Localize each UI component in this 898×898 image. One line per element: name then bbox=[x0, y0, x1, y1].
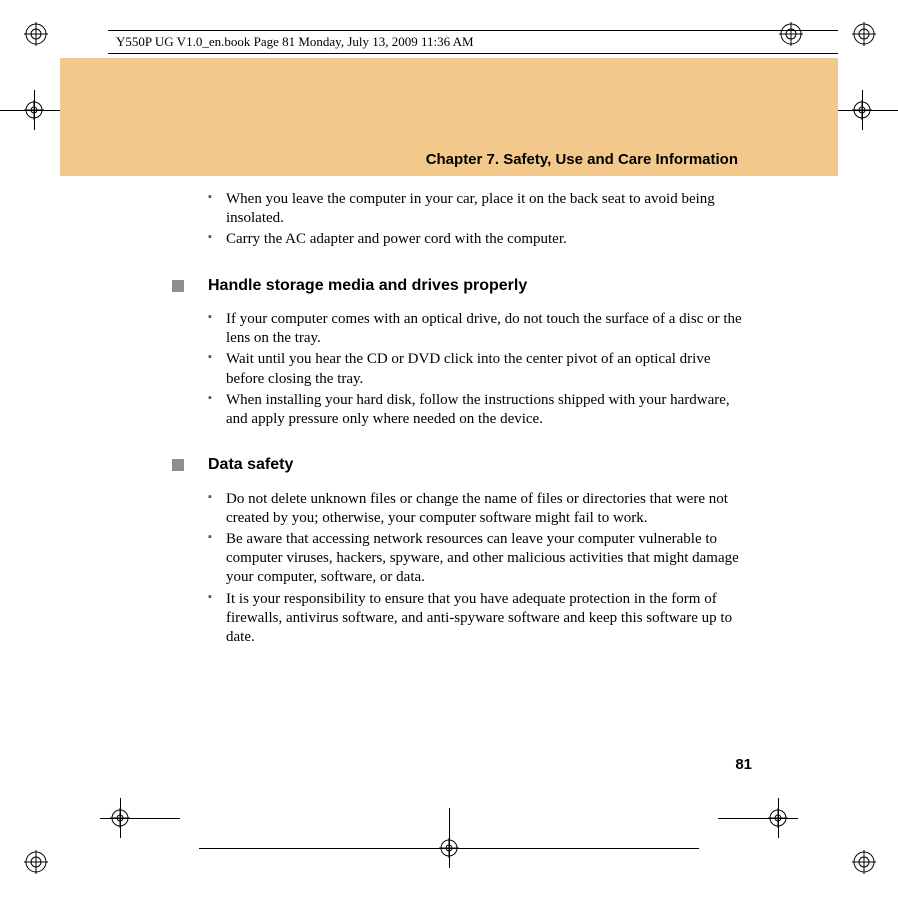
regmark-tl bbox=[24, 22, 48, 46]
section-header-row: Handle storage media and drives properly bbox=[208, 276, 742, 296]
list-item: It is your responsibility to ensure that… bbox=[208, 590, 742, 648]
list-item: If your computer comes with an optical d… bbox=[208, 310, 742, 348]
page-content: When you leave the computer in your car,… bbox=[208, 190, 742, 651]
cropmark-right-lower bbox=[718, 798, 798, 838]
list-item: Carry the AC adapter and power cord with… bbox=[208, 230, 742, 249]
section-marker-icon bbox=[172, 280, 184, 292]
chapter-band: Chapter 7. Safety, Use and Care Informat… bbox=[60, 58, 838, 176]
doc-meta-text: Y550P UG V1.0_en.book Page 81 Monday, Ju… bbox=[116, 34, 474, 50]
cropmark-bottom-center bbox=[199, 808, 699, 868]
list-item: When you leave the computer in your car,… bbox=[208, 190, 742, 228]
section-marker-icon bbox=[172, 459, 184, 471]
regmark-tr bbox=[852, 22, 876, 46]
cropmark-left-upper bbox=[0, 90, 60, 130]
section-heading: Handle storage media and drives properly bbox=[208, 276, 527, 296]
page-number: 81 bbox=[735, 756, 752, 773]
doc-meta-bar: Y550P UG V1.0_en.book Page 81 Monday, Ju… bbox=[108, 30, 838, 54]
section-bullet-list: Do not delete unknown files or change th… bbox=[208, 490, 742, 648]
regmark-br bbox=[852, 850, 876, 874]
chapter-title: Chapter 7. Safety, Use and Care Informat… bbox=[426, 151, 738, 168]
regmark-bl bbox=[24, 850, 48, 874]
cropmark-left-lower bbox=[100, 798, 180, 838]
list-item: When installing your hard disk, follow t… bbox=[208, 391, 742, 429]
section-heading: Data safety bbox=[208, 455, 293, 475]
section-bullet-list: If your computer comes with an optical d… bbox=[208, 310, 742, 429]
list-item: Be aware that accessing network resource… bbox=[208, 530, 742, 588]
list-item: Do not delete unknown files or change th… bbox=[208, 490, 742, 528]
cropmark-right-upper bbox=[838, 90, 898, 130]
list-item: Wait until you hear the CD or DVD click … bbox=[208, 350, 742, 388]
section-header-row: Data safety bbox=[208, 455, 742, 475]
intro-bullet-list: When you leave the computer in your car,… bbox=[208, 190, 742, 250]
